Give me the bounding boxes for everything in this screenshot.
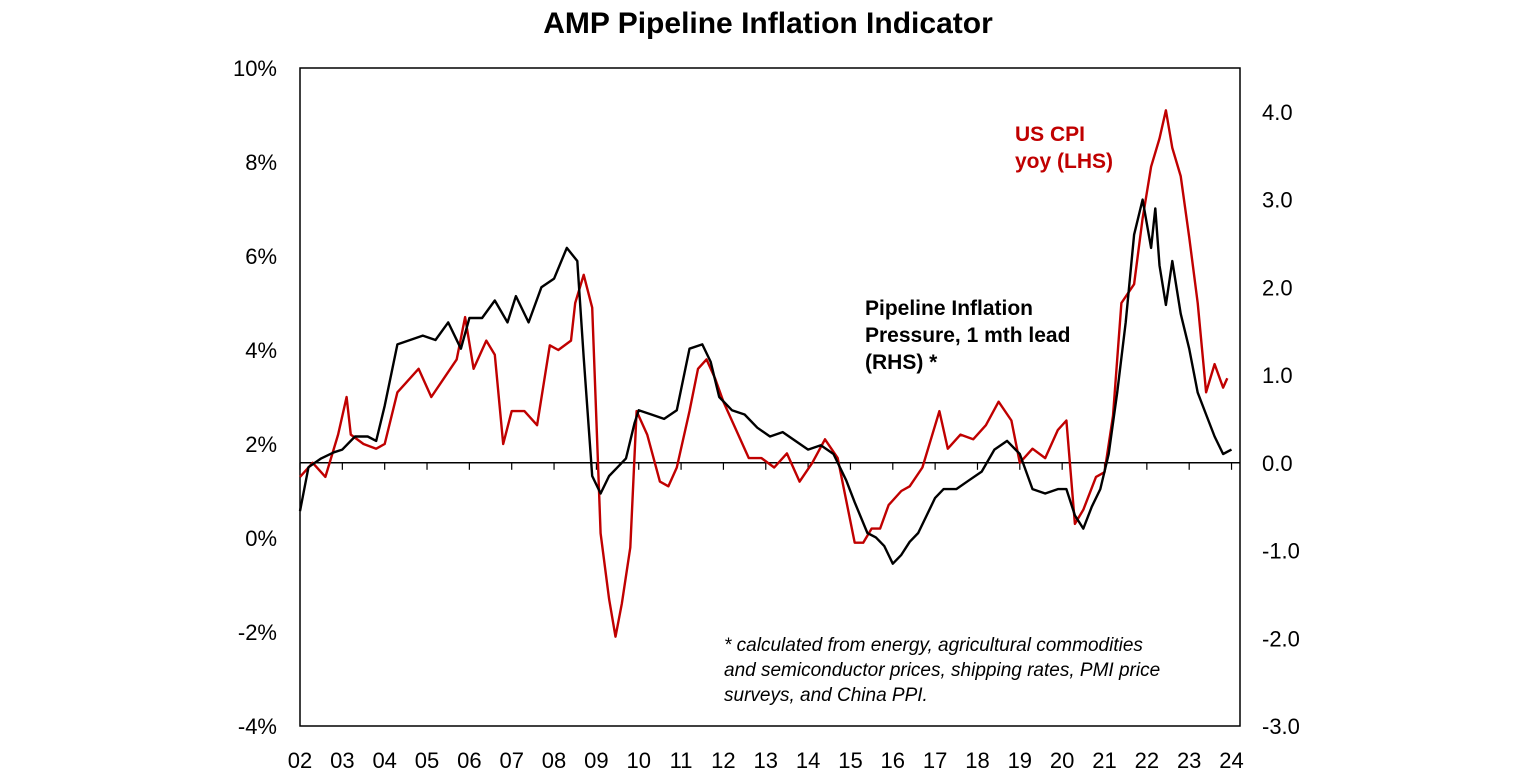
x-tick-label: 24	[1219, 748, 1243, 773]
right-tick-label: 3.0	[1262, 188, 1293, 213]
pipeline-label-line-3: (RHS) *	[865, 351, 938, 374]
x-tick-label: 13	[754, 748, 778, 773]
x-tick-label: 03	[330, 748, 354, 773]
chart-title: AMP Pipeline Inflation Indicator	[543, 7, 993, 40]
x-tick-label: 16	[881, 748, 905, 773]
pipeline-inflation-line	[298, 198, 1233, 565]
x-tick-label: 14	[796, 748, 820, 773]
x-tick-label: 10	[626, 748, 650, 773]
x-tick-label: 18	[965, 748, 989, 773]
left-tick-label: -4%	[238, 714, 277, 739]
footnote-line-2: and semiconductor prices, shipping rates…	[724, 660, 1160, 681]
x-tick-label: 11	[670, 748, 693, 773]
x-tick-label: 02	[288, 748, 312, 773]
left-tick-label: 6%	[245, 244, 277, 269]
series-group	[298, 109, 1233, 638]
left-tick-label: 2%	[245, 432, 277, 457]
cpi-label-line-2: yoy (LHS)	[1015, 150, 1113, 173]
left-tick-label: 8%	[245, 150, 277, 175]
cpi-label: US CPI yoy (LHS)	[1015, 123, 1113, 173]
plot-area	[299, 67, 1241, 727]
x-tick-label: 21	[1092, 748, 1116, 773]
x-tick-label: 23	[1177, 748, 1201, 773]
x-tick-label: 17	[923, 748, 947, 773]
cpi-label-line-1: US CPI	[1015, 123, 1085, 146]
x-tick-label: 19	[1008, 748, 1032, 773]
footnote-line-3: surveys, and China PPI.	[724, 685, 928, 706]
left-tick-label: 10%	[233, 56, 277, 81]
pipeline-label-line-2: Pressure, 1 mth lead	[865, 324, 1070, 347]
x-tick-label: 15	[838, 748, 862, 773]
pipeline-label-line-1: Pipeline Inflation	[865, 297, 1033, 320]
x-tick-label: 20	[1050, 748, 1074, 773]
left-tick-label: 4%	[245, 338, 277, 363]
right-tick-label: -3.0	[1262, 714, 1300, 739]
left-tick-label: 0%	[245, 526, 277, 551]
right-tick-label: 1.0	[1262, 363, 1293, 388]
x-tick-label: 04	[372, 748, 396, 773]
left-tick-label: -2%	[238, 620, 277, 645]
right-tick-label: -2.0	[1262, 626, 1300, 651]
x-tick-label: 05	[415, 748, 439, 773]
x-axis: 02 03 04 05 06 07 08 09 10 11 12 13 14 15 16 17 18 19 20 21…	[288, 462, 1244, 773]
right-tick-label: 4.0	[1262, 100, 1293, 125]
footnote-line-1: * calculated from energy, agricultural c…	[724, 635, 1143, 656]
right-tick-label: 2.0	[1262, 275, 1293, 300]
x-tick-label: 22	[1135, 748, 1159, 773]
right-tick-label: -1.0	[1262, 539, 1300, 564]
x-tick-label: 08	[542, 748, 566, 773]
x-tick-label: 12	[711, 748, 735, 773]
x-tick-label: 07	[499, 748, 523, 773]
footnote: * calculated from energy, agricultural c…	[724, 635, 1160, 706]
right-axis: -3.0 -2.0 -1.0 0.0 1.0 2.0 3.0 4.0	[300, 100, 1300, 739]
left-axis: -4% -2% 0% 2% 4% 6% 8% 10%	[233, 56, 277, 739]
pipeline-label: Pipeline Inflation Pressure, 1 mth lead …	[865, 297, 1070, 374]
x-tick-label: 06	[457, 748, 481, 773]
x-tick-label: 09	[584, 748, 608, 773]
us-cpi-line	[299, 109, 1229, 638]
right-tick-label: 0.0	[1262, 451, 1293, 476]
